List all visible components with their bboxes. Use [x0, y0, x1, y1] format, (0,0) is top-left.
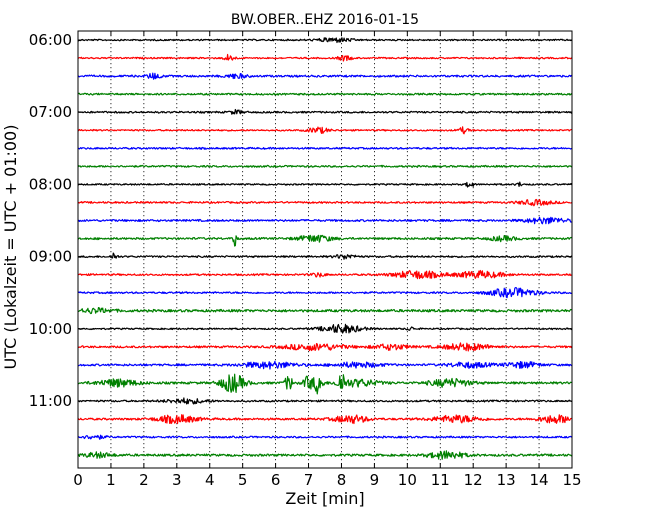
- x-tick-label: 6: [271, 471, 281, 489]
- x-tick-label: 9: [370, 471, 380, 489]
- x-tick-label: 2: [139, 471, 149, 489]
- trace-line: [77, 307, 573, 315]
- y-tick-label: 07:00: [29, 103, 72, 121]
- x-tick-label: 12: [464, 471, 483, 489]
- x-tick-label: 14: [530, 471, 549, 489]
- trace-line: [77, 216, 573, 225]
- trace-line: [77, 342, 573, 352]
- trace-line: [77, 72, 573, 80]
- trace-line: [77, 37, 573, 44]
- y-axis-label: UTC (Lokalzeit = UTC + 01:00): [1, 125, 20, 370]
- trace-line: [77, 198, 573, 207]
- trace-line: [77, 108, 573, 115]
- x-tick-label: 5: [238, 471, 248, 489]
- trace-line: [77, 414, 573, 425]
- trace-line: [77, 450, 573, 460]
- y-tick-label: 06:00: [29, 31, 72, 49]
- x-tick-label: 10: [398, 471, 417, 489]
- x-axis-label: Zeit [min]: [285, 489, 364, 508]
- x-tick-label: 1: [106, 471, 116, 489]
- x-tick-label: 3: [172, 471, 182, 489]
- x-tick-label: 7: [304, 471, 314, 489]
- x-tick-label: 13: [497, 471, 516, 489]
- trace-line: [77, 287, 573, 299]
- trace-line: [77, 434, 573, 440]
- x-tick-label: 15: [562, 471, 581, 489]
- trace-line: [77, 252, 573, 260]
- trace-line: [77, 126, 573, 135]
- trace-line: [77, 164, 573, 168]
- y-tick-label: 09:00: [29, 248, 72, 266]
- seismic-traces: [77, 37, 573, 460]
- trace-line: [77, 397, 573, 405]
- x-axis-ticks: 0 1 2 3 4 5 6 7 8 9 10 11 12 13 14 15: [73, 31, 582, 489]
- trace-line: [77, 323, 573, 334]
- plot-frame: [77, 30, 573, 469]
- x-tick-label: 11: [431, 471, 450, 489]
- trace-line: [77, 234, 573, 247]
- trace-line: [77, 360, 573, 370]
- y-tick-label: 11:00: [29, 392, 72, 410]
- trace-line: [77, 269, 573, 280]
- x-tick-label: 8: [337, 471, 347, 489]
- trace-line: [77, 146, 573, 150]
- x-tick-label: 4: [205, 471, 215, 489]
- trace-line: [77, 92, 573, 96]
- trace-line: [77, 53, 573, 62]
- trace-line: [77, 181, 573, 188]
- x-tick-label: 0: [73, 471, 83, 489]
- y-axis-ticks: 06:00 07:00 08:00 09:00 10:00 11:00: [29, 31, 572, 410]
- trace-line: [77, 373, 573, 395]
- grid-lines: [110, 31, 540, 468]
- chart-title: BW.OBER..EHZ 2016-01-15: [231, 12, 419, 28]
- y-tick-label: 08:00: [29, 175, 72, 193]
- y-tick-label: 10:00: [29, 320, 72, 338]
